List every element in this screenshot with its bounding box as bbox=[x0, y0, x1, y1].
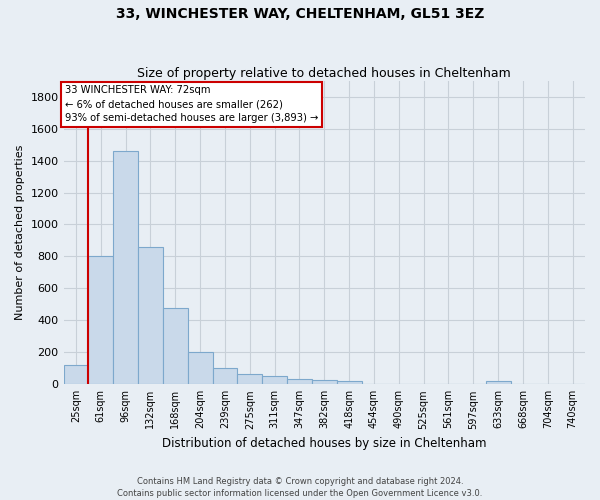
Bar bbox=[64, 365, 88, 384]
Bar bbox=[485, 381, 511, 384]
Bar bbox=[212, 368, 238, 384]
Bar bbox=[262, 376, 287, 384]
Bar bbox=[337, 381, 362, 384]
Bar bbox=[188, 352, 212, 384]
Bar bbox=[163, 308, 188, 384]
Bar bbox=[238, 374, 262, 384]
Bar bbox=[88, 256, 113, 384]
Text: 33, WINCHESTER WAY, CHELTENHAM, GL51 3EZ: 33, WINCHESTER WAY, CHELTENHAM, GL51 3EZ bbox=[116, 8, 484, 22]
Bar bbox=[312, 380, 337, 384]
Bar bbox=[287, 378, 312, 384]
Y-axis label: Number of detached properties: Number of detached properties bbox=[15, 145, 25, 320]
Text: Contains HM Land Registry data © Crown copyright and database right 2024.
Contai: Contains HM Land Registry data © Crown c… bbox=[118, 476, 482, 498]
Bar bbox=[113, 151, 138, 384]
Bar bbox=[138, 247, 163, 384]
X-axis label: Distribution of detached houses by size in Cheltenham: Distribution of detached houses by size … bbox=[162, 437, 487, 450]
Title: Size of property relative to detached houses in Cheltenham: Size of property relative to detached ho… bbox=[137, 66, 511, 80]
Text: 33 WINCHESTER WAY: 72sqm
← 6% of detached houses are smaller (262)
93% of semi-d: 33 WINCHESTER WAY: 72sqm ← 6% of detache… bbox=[65, 86, 318, 124]
